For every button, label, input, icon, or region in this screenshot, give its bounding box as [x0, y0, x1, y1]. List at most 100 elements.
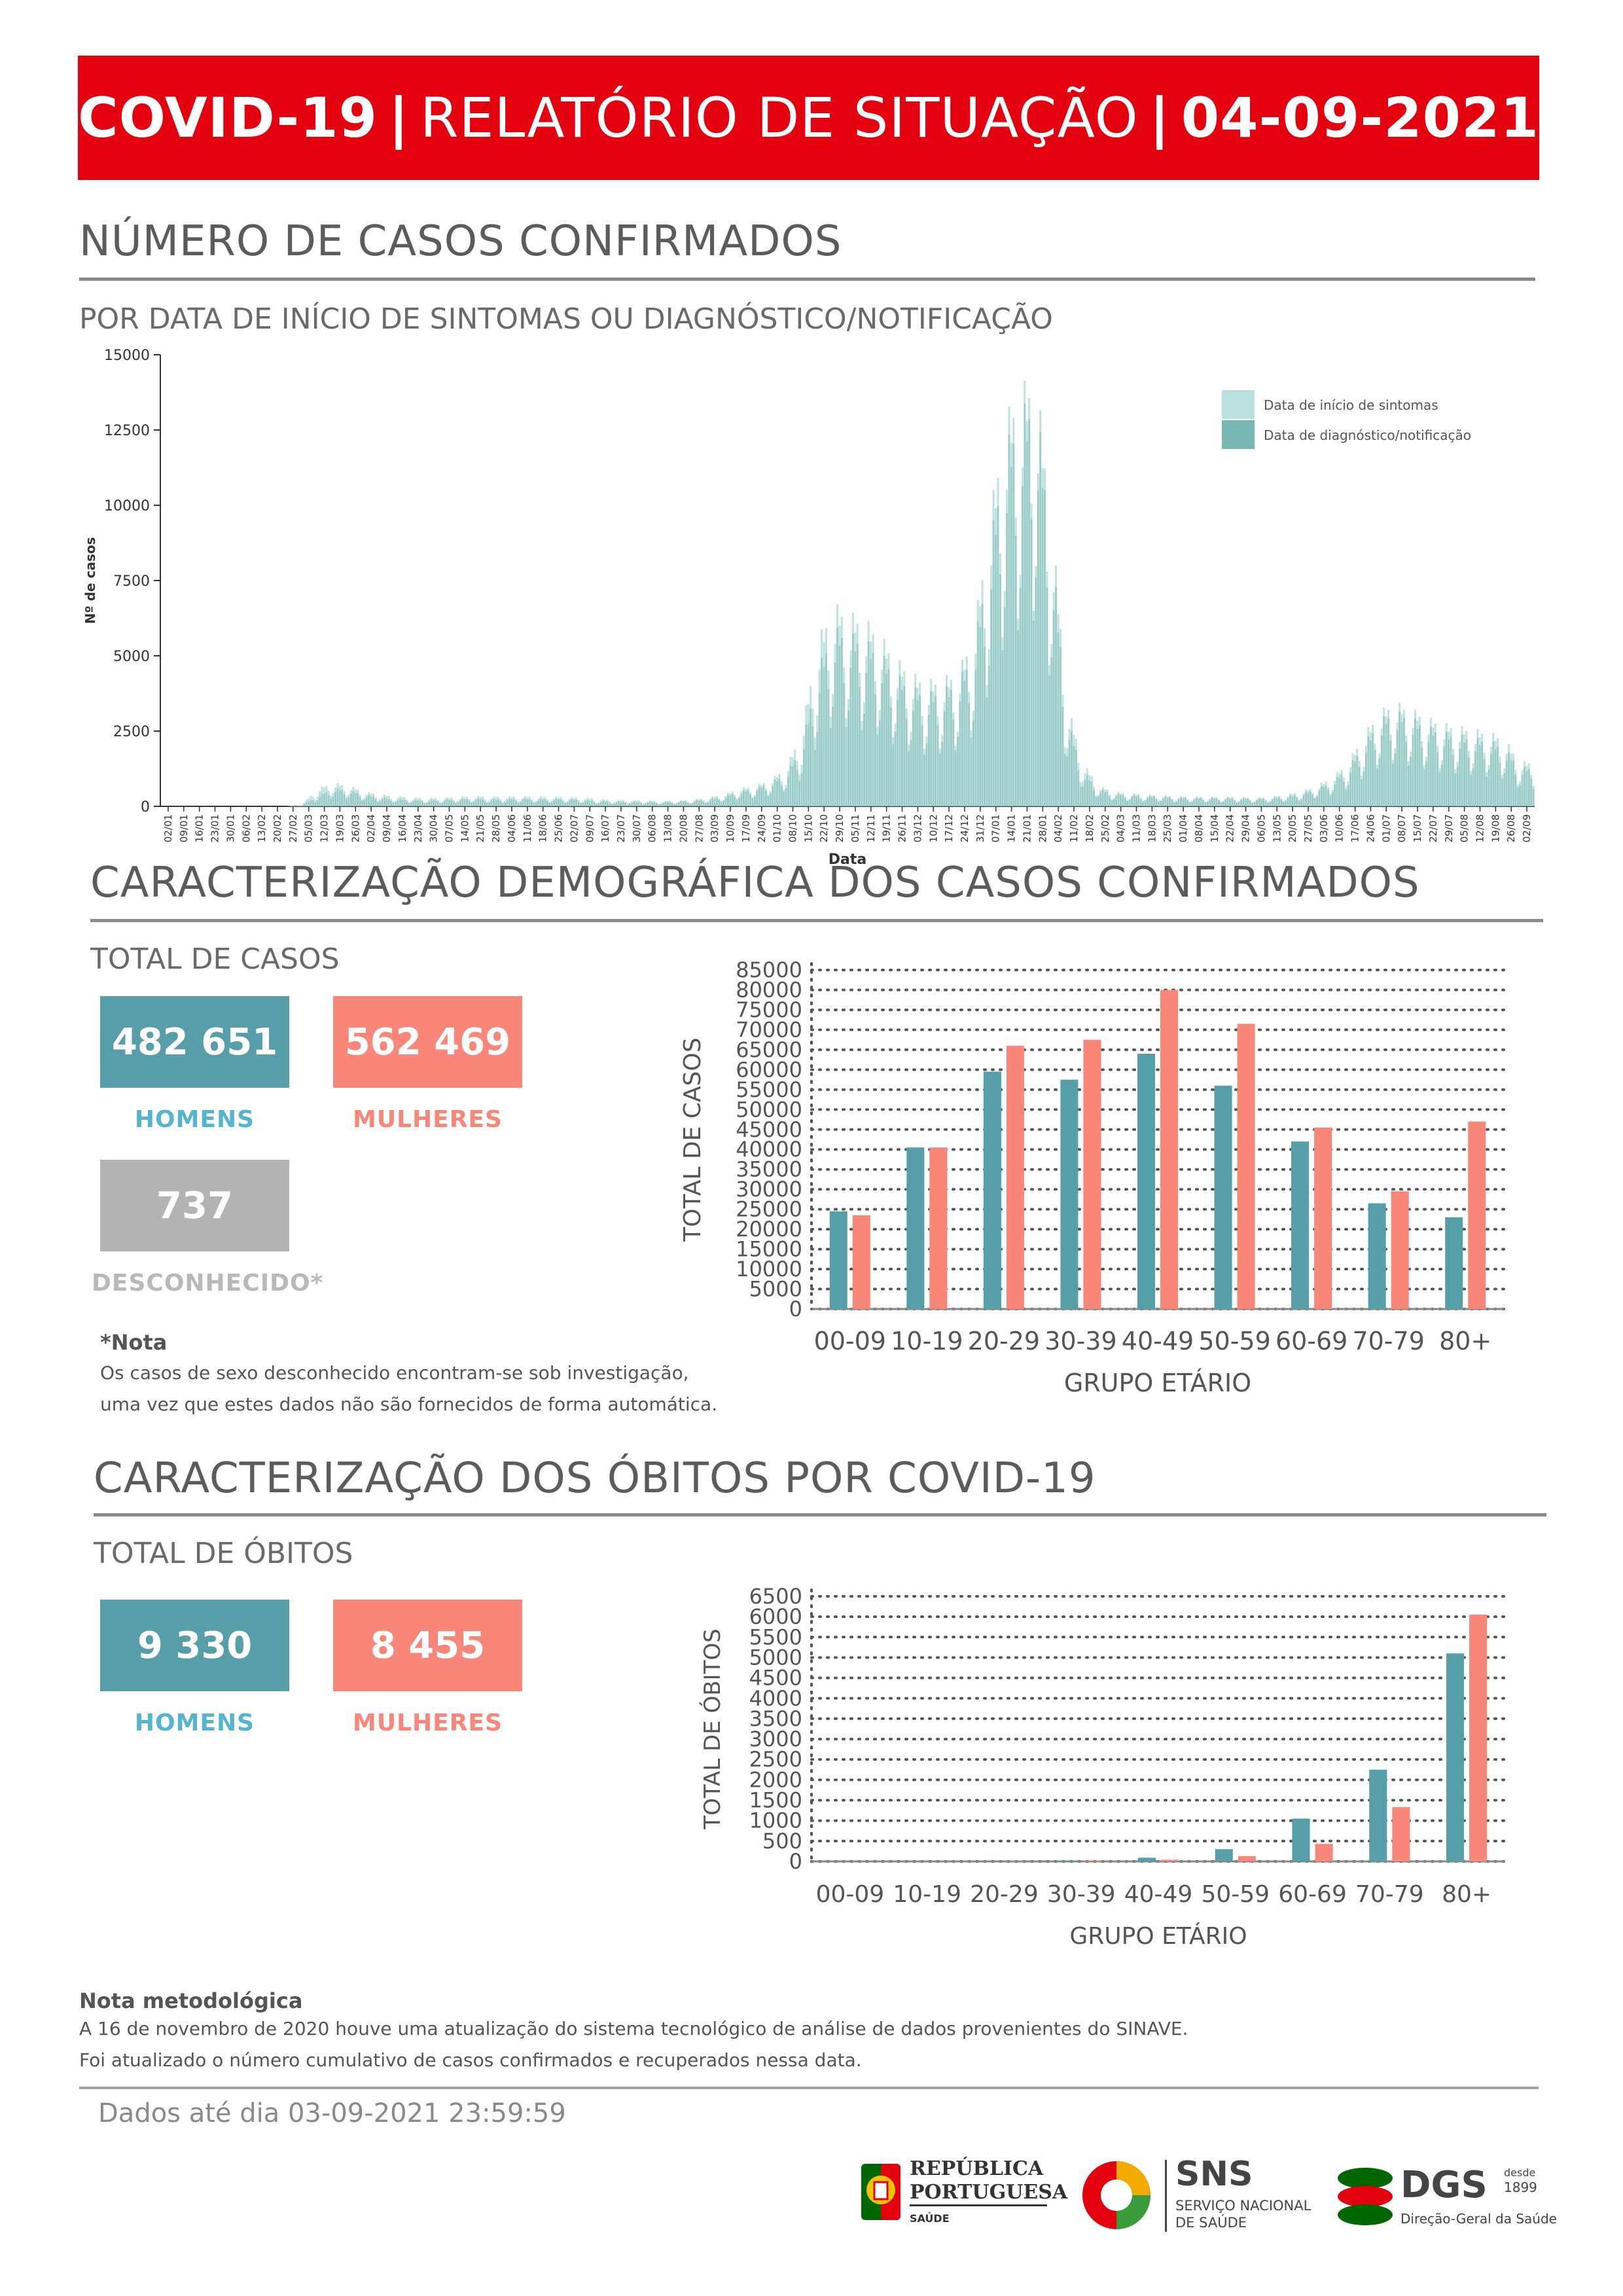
notification-bar: [1164, 797, 1166, 806]
notification-bar: [544, 799, 546, 806]
notification-bar: [829, 728, 832, 806]
notification-bar: [1524, 767, 1525, 806]
x-tick-label: 13/02: [256, 814, 268, 842]
notification-bar: [446, 799, 448, 806]
notification-bar: [644, 804, 647, 806]
section-divider: [94, 1513, 1546, 1516]
notification-bar: [591, 800, 593, 806]
sns-emblem-icon: [1082, 2161, 1150, 2229]
dgs-logo-year: 1899: [1504, 2179, 1537, 2195]
notification-bar: [856, 643, 859, 806]
notification-bar: [821, 658, 823, 806]
notification-bar: [990, 589, 993, 806]
x-tick-label: 02/04: [365, 814, 377, 842]
notification-bar: [1318, 791, 1321, 806]
x-tick-label: 00-09: [814, 1327, 886, 1355]
notification-bar: [655, 803, 658, 806]
notification-bar: [905, 719, 908, 806]
notification-bar: [816, 732, 819, 806]
notification-bar: [1137, 796, 1140, 806]
notification-bar: [758, 786, 760, 806]
notification-bar: [667, 802, 669, 806]
x-tick-label: 27/05: [1302, 814, 1314, 842]
x-tick-label: 23/01: [209, 814, 221, 842]
x-axis-title: GRUPO ETÁRIO: [1064, 1369, 1251, 1397]
notification-bar: [1142, 801, 1144, 806]
notification-bar: [1405, 742, 1408, 806]
y-tick-label: 65000: [736, 1037, 802, 1062]
x-tick-label: 09/04: [381, 814, 393, 842]
notification-bar: [1019, 588, 1022, 806]
notification-bar: [1224, 799, 1227, 806]
notification-bar: [727, 795, 729, 806]
notification-bar: [332, 796, 334, 806]
notification-bar: [680, 801, 683, 806]
notification-bar: [423, 803, 426, 806]
cases-women-bar: [1160, 990, 1179, 1309]
notification-bar: [1456, 766, 1459, 806]
notification-bar: [1131, 797, 1133, 806]
notification-bar: [515, 800, 517, 806]
notification-bar: [840, 637, 843, 806]
notification-bar: [361, 800, 363, 806]
notification-bar: [970, 738, 972, 806]
notification-bar: [1356, 756, 1359, 806]
cases-women-bar: [1391, 1191, 1409, 1309]
notification-bar: [651, 802, 653, 806]
notification-bar: [823, 667, 825, 806]
notification-bar: [314, 802, 317, 806]
x-tick-label: 50-59: [1201, 1881, 1270, 1908]
notification-bar: [968, 702, 970, 806]
notification-bar: [1153, 797, 1155, 806]
deaths-men-bar: [1061, 1860, 1079, 1861]
notification-bar: [1445, 732, 1448, 806]
notification-bar: [1438, 772, 1441, 806]
notification-bar: [863, 713, 865, 806]
title-report-name: RELATÓRIO DE SITUAÇÃO: [420, 86, 1139, 150]
x-tick-label: 24/06: [1364, 814, 1376, 842]
x-tick-label: 17/12: [943, 814, 955, 842]
notification-bar: [635, 802, 638, 806]
notification-bar: [1454, 774, 1457, 806]
notification-bar: [1358, 766, 1361, 806]
x-tick-label: 30-39: [1044, 1327, 1116, 1355]
x-tick-label: 23/07: [615, 814, 627, 842]
methodology-line: A 16 de novembro de 2020 houve uma atual…: [79, 2018, 1188, 2039]
notification-bar: [1488, 770, 1490, 806]
notification-bar: [441, 802, 444, 806]
notification-bar: [910, 740, 912, 806]
notification-bar: [986, 697, 988, 806]
notification-bar: [1394, 753, 1397, 806]
notification-bar: [1380, 735, 1383, 806]
notification-bar: [1150, 797, 1153, 806]
notification-bar: [573, 800, 575, 806]
notification-bar: [767, 796, 770, 806]
notification-bar: [1336, 776, 1338, 806]
x-tick-label: 00-09: [816, 1881, 885, 1908]
x-tick-label: 50-59: [1198, 1327, 1270, 1355]
notification-bar: [1508, 752, 1510, 806]
notification-bar: [555, 798, 558, 806]
notification-bar: [1193, 799, 1196, 806]
notification-bar: [1363, 771, 1365, 806]
y-tick-label: 4000: [749, 1686, 802, 1711]
notification-bar: [876, 735, 879, 806]
notification-bar: [1044, 490, 1046, 806]
notification-bar: [1440, 764, 1443, 806]
notification-bar: [486, 802, 488, 806]
notification-bar: [439, 803, 442, 806]
notification-bar: [859, 687, 861, 806]
notification-bar: [452, 801, 455, 806]
notification-bar: [889, 707, 892, 806]
y-tick-label: 3000: [749, 1727, 802, 1751]
notification-bar: [642, 804, 645, 806]
notification-bar: [1104, 792, 1106, 806]
notification-bar: [370, 797, 372, 806]
x-tick-label: 03/09: [709, 814, 721, 842]
notification-bar: [780, 785, 783, 806]
notification-bar: [731, 794, 734, 806]
notification-bar: [401, 800, 404, 806]
x-tick-label: 22/10: [818, 814, 830, 842]
x-tick-label: 06/02: [240, 814, 252, 842]
notification-bar: [1177, 799, 1180, 806]
